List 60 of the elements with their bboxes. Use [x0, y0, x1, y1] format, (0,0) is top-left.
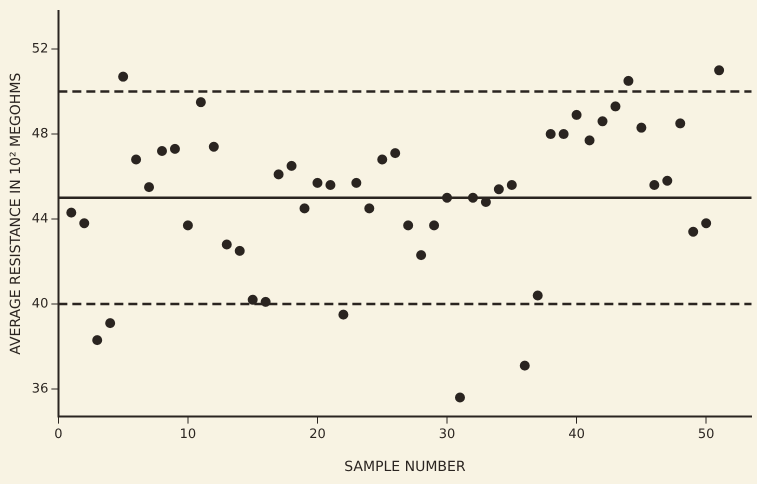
point	[649, 180, 660, 190]
point	[170, 144, 180, 154]
point	[662, 176, 672, 186]
x-tick-label: 40	[568, 426, 585, 442]
point	[234, 246, 245, 256]
point	[377, 154, 388, 165]
point	[364, 203, 374, 214]
point	[208, 142, 219, 152]
point	[454, 392, 465, 402]
point	[532, 290, 543, 300]
point	[506, 180, 517, 190]
point	[338, 310, 348, 320]
point	[610, 101, 620, 112]
y-axis-title: AVERAGE RESISTANCE IN 10² MEGOHMS	[8, 72, 24, 355]
point	[131, 154, 142, 165]
x-tick-label: 20	[309, 426, 326, 442]
point	[92, 335, 102, 346]
point	[494, 184, 504, 194]
point	[675, 118, 686, 128]
x-tick-label: 30	[438, 426, 456, 442]
point	[144, 182, 154, 192]
point	[196, 97, 206, 108]
x-tick-label: 0	[54, 426, 62, 442]
y-tick-label: 52	[32, 41, 48, 56]
x-tick-label: 50	[698, 426, 714, 442]
point	[222, 240, 232, 250]
point	[584, 135, 595, 146]
point	[429, 220, 440, 230]
x-axis-title: SAMPLE NUMBER	[344, 459, 466, 476]
point	[623, 76, 634, 86]
y-tick-label: 48	[32, 126, 48, 142]
point	[416, 250, 426, 260]
y-tick-label: 44	[32, 211, 48, 226]
point	[546, 129, 556, 140]
point	[105, 318, 116, 328]
point	[390, 148, 400, 158]
point	[558, 129, 569, 140]
point	[403, 220, 414, 230]
point	[156, 146, 167, 156]
point	[118, 72, 128, 82]
point	[66, 208, 76, 218]
point	[248, 294, 258, 305]
point	[351, 178, 362, 188]
point	[688, 226, 698, 237]
point	[312, 178, 322, 188]
point	[182, 220, 193, 230]
point	[79, 218, 90, 228]
point	[714, 65, 724, 76]
point	[300, 203, 310, 214]
point	[598, 116, 608, 126]
point	[520, 360, 530, 371]
point	[572, 110, 582, 120]
point	[701, 218, 712, 228]
y-tick-label: 40	[32, 296, 48, 312]
point	[325, 180, 336, 190]
point	[636, 122, 646, 133]
x-tick-label: 10	[180, 426, 196, 442]
point	[274, 169, 284, 180]
y-tick-label: 36	[32, 381, 48, 396]
point	[286, 160, 297, 171]
